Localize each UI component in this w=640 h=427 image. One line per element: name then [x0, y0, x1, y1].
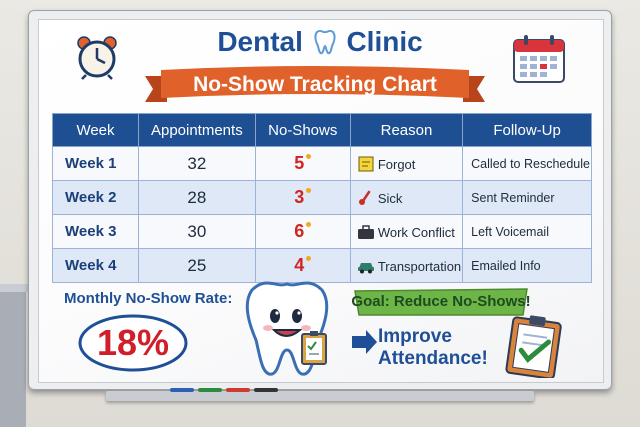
- reason-cell: Forgot: [349, 146, 464, 181]
- appointments-cell: 28: [138, 180, 256, 215]
- reason-cell: Work Conflict: [349, 214, 464, 249]
- goal-text: Goal: Reduce No-Shows!: [351, 293, 531, 310]
- table-row: Week 4 25 4 Transportation Emailed Info: [52, 248, 592, 283]
- reason-text: Transportation: [377, 258, 462, 274]
- no-shows-value: 6: [294, 221, 305, 241]
- briefcase-icon: [357, 224, 374, 239]
- thermometer-icon: [358, 190, 371, 205]
- arrow-icon: [352, 330, 377, 354]
- title-word-dental: Dental: [217, 26, 303, 57]
- marker-blue: [170, 388, 194, 392]
- no-shows-value: 5: [294, 153, 305, 173]
- tooth-icon: [314, 29, 336, 55]
- improve-attendance-text: Improve Attendance!: [378, 326, 488, 370]
- marker-dot: [306, 256, 312, 261]
- no-shows-cell: 5: [254, 146, 351, 181]
- column-header-no-shows: No-Shows: [254, 113, 351, 147]
- follow-up-cell: Left Voicemail: [462, 214, 592, 249]
- title-word-clinic: Clinic: [346, 26, 423, 57]
- improve-line-1: Improve: [378, 326, 452, 347]
- column-header-follow-up: Follow-Up: [462, 113, 592, 147]
- improve-line-2: Attendance!: [378, 348, 488, 369]
- follow-up-cell: Called to Reschedule: [462, 146, 592, 181]
- column-header-appointments: Appointments: [138, 113, 256, 147]
- appointments-cell: 25: [138, 248, 256, 283]
- week-cell: Week 3: [52, 214, 139, 249]
- table-row: Week 2 28 3 Sick Sent Reminder: [52, 180, 592, 215]
- table-row: Week 3 30 6 Work Conflict Left Voicemail: [52, 214, 592, 249]
- follow-up-cell: Sent Reminder: [462, 180, 592, 215]
- table-header-row: Week Appointments No-Shows Reason Follow…: [52, 113, 592, 147]
- subtitle-banner: [145, 66, 485, 102]
- column-header-reason: Reason: [349, 113, 464, 147]
- no-shows-cell: 6: [254, 214, 351, 249]
- clipboard-check-icon: [505, 315, 562, 378]
- tooth-mascot: [245, 281, 329, 376]
- marker-dot: [306, 188, 312, 193]
- marker-tray: [106, 391, 534, 401]
- rate-oval: [78, 314, 188, 372]
- no-shows-cell: 4: [254, 248, 351, 283]
- week-cell: Week 1: [52, 146, 139, 181]
- reason-text: Forgot: [377, 156, 416, 172]
- car-icon: [357, 262, 374, 273]
- appointments-cell: 30: [138, 214, 256, 249]
- week-cell: Week 4: [52, 248, 139, 283]
- sticky-note-icon: [358, 156, 374, 171]
- subtitle: No-Show Tracking Chart: [193, 73, 437, 96]
- no-shows-value: 3: [294, 187, 305, 207]
- calendar-icon: [513, 35, 565, 83]
- wall-cabinet: [0, 284, 30, 427]
- week-cell: Week 2: [52, 180, 139, 215]
- appointments-cell: 32: [138, 146, 256, 181]
- marker-green: [198, 388, 222, 392]
- no-show-rate-value: 18%: [96, 322, 170, 363]
- column-header-week: Week: [52, 113, 139, 147]
- reason-cell: Sick: [349, 180, 464, 215]
- reason-text: Sick: [377, 190, 403, 206]
- table-row: Week 1 32 5 Forgot Called to Reschedule: [52, 146, 592, 181]
- marker-black: [254, 388, 278, 392]
- marker-dot: [306, 154, 312, 159]
- marker-red: [226, 388, 250, 392]
- follow-up-cell: Emailed Info: [462, 248, 592, 283]
- goal-banner: [354, 288, 528, 316]
- reason-cell: Transportation: [349, 248, 464, 283]
- page-title: Dental Clinic: [0, 26, 640, 58]
- no-shows-cell: 3: [254, 180, 351, 215]
- no-show-rate-label: Monthly No-Show Rate:: [64, 290, 233, 307]
- marker-dot: [306, 222, 312, 227]
- no-shows-value: 4: [294, 255, 305, 275]
- no-show-table: Week Appointments No-Shows Reason Follow…: [52, 113, 592, 283]
- alarm-clock-icon: [77, 36, 117, 80]
- reason-text: Work Conflict: [377, 224, 455, 240]
